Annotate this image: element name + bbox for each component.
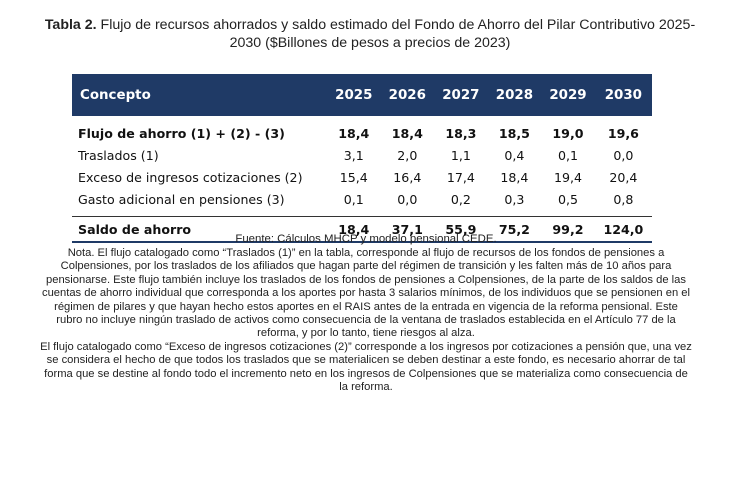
table-cell: 18,4 — [338, 125, 370, 141]
table-row: Traslados (1) 3,1 2,0 1,1 0,4 0,1 0,0 — [72, 144, 652, 166]
table-cell: 19,6 — [607, 125, 639, 141]
caption-label: Tabla 2. — [44, 17, 97, 33]
table-cell: 20,4 — [609, 169, 638, 185]
table-cell: 0,3 — [504, 191, 525, 207]
table-cell: 2,0 — [397, 147, 418, 163]
row-concept: Exceso de ingresos cotizaciones (2) — [78, 169, 303, 185]
header-concept: Concepto — [80, 87, 151, 103]
table-caption: Tabla 2. Flujo de recursos ahorrados y s… — [40, 16, 700, 52]
table-cell: 3,1 — [343, 147, 364, 163]
table-cell: 16,4 — [393, 169, 422, 185]
table-cell: 0,0 — [397, 191, 418, 207]
table-cell: 19,4 — [553, 169, 582, 185]
table-cell: 0,5 — [557, 191, 578, 207]
table-cell: 0,2 — [450, 191, 471, 207]
table-row: Gasto adicional en pensiones (3) 0,1 0,0… — [72, 188, 652, 210]
table-row: Exceso de ingresos cotizaciones (2) 15,4… — [72, 166, 652, 188]
header-year: 2026 — [388, 87, 426, 103]
table-cell: 18,4 — [391, 125, 423, 141]
caption-text: Flujo de recursos ahorrados y saldo esti… — [100, 17, 696, 51]
table-total-row: Saldo de ahorro 18,4 37,1 55,9 75,2 99,2… — [72, 216, 652, 243]
table-cell: 55,9 — [434, 216, 488, 243]
table-cell: 0,4 — [504, 147, 525, 163]
note-paragraph: El flujo catalogado como “Exceso de ingr… — [40, 340, 692, 394]
table-header-row: Concepto 2025 2026 2027 2028 2029 2030 — [72, 74, 652, 116]
table-note: Nota. El flujo catalogado como “Traslado… — [40, 247, 692, 394]
header-year: 2029 — [549, 87, 587, 103]
table-cell: 0,8 — [613, 191, 634, 207]
table-cell: 15,4 — [339, 169, 368, 185]
row-concept: Saldo de ahorro — [72, 216, 327, 243]
table-cell: 0,1 — [557, 147, 578, 163]
table-cell: 1,1 — [450, 147, 471, 163]
row-concept: Gasto adicional en pensiones (3) — [78, 191, 285, 207]
header-year: 2025 — [335, 87, 373, 103]
row-concept: Flujo de ahorro (1) + (2) - (3) — [78, 125, 285, 141]
table-cell: 0,1 — [343, 191, 364, 207]
table-cell: 75,2 — [487, 216, 542, 243]
note-paragraph: Nota. El flujo catalogado como “Traslado… — [41, 247, 691, 340]
table-cell: 18,4 — [500, 169, 529, 185]
header-year: 2028 — [495, 87, 534, 103]
table-cell: 19,0 — [552, 125, 584, 141]
table-cell: 37,1 — [380, 216, 435, 243]
table-cell: 99,2 — [541, 216, 595, 243]
table-cell: 0,0 — [613, 147, 634, 163]
savings-table: Concepto 2025 2026 2027 2028 2029 2030 F… — [72, 74, 652, 243]
table-source: Fuente: Cálculos MHCP y modelo pensional… — [235, 233, 497, 245]
table-cell: 18,3 — [445, 125, 477, 141]
row-concept: Traslados (1) — [78, 147, 159, 163]
table-cell: 18,4 — [327, 216, 381, 243]
header-year: 2027 — [442, 87, 480, 103]
data-table-container: Concepto 2025 2026 2027 2028 2029 2030 F… — [72, 74, 652, 243]
table-cell: 124,0 — [594, 216, 652, 243]
table-cell: 18,5 — [498, 125, 530, 141]
table-row: Flujo de ahorro (1) + (2) - (3) 18,4 18,… — [72, 116, 652, 144]
table-cell: 17,4 — [446, 169, 475, 185]
header-year: 2030 — [604, 87, 642, 103]
